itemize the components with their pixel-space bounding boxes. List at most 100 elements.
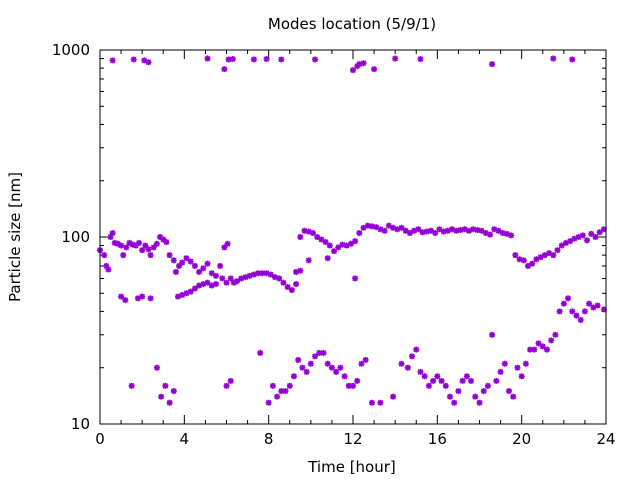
data-point (444, 227, 451, 234)
data-point (142, 242, 149, 249)
data-point (398, 224, 405, 231)
y-tick-label: 10 (71, 415, 90, 433)
data-point (305, 228, 312, 235)
data-point (368, 399, 375, 406)
data-point (392, 55, 399, 62)
data-point (278, 56, 285, 63)
data-point (324, 360, 331, 367)
data-point (577, 316, 584, 323)
data-point (200, 265, 207, 272)
data-point (333, 368, 340, 375)
data-point (312, 353, 319, 360)
data-point (196, 282, 203, 289)
data-point (417, 368, 424, 375)
data-point (322, 239, 329, 246)
data-point (356, 230, 363, 237)
data-point (223, 382, 230, 389)
data-point (170, 388, 177, 395)
data-point (153, 240, 160, 247)
data-point (377, 399, 384, 406)
data-point (114, 240, 121, 247)
data-point (567, 238, 574, 245)
data-point (335, 244, 342, 251)
data-point (520, 257, 527, 264)
data-point (600, 226, 607, 233)
data-point (484, 382, 491, 389)
data-point (592, 234, 599, 240)
data-point (217, 262, 224, 269)
data-point (103, 262, 110, 269)
data-point (303, 368, 310, 375)
data-point (590, 304, 597, 311)
data-point (227, 275, 234, 282)
data-point (246, 272, 253, 279)
data-point (163, 239, 170, 246)
y-tick-label: 1000 (52, 41, 90, 59)
data-point (512, 252, 519, 259)
data-point (453, 227, 460, 234)
data-point (449, 226, 456, 233)
data-point (204, 260, 211, 267)
data-point (132, 242, 139, 249)
data-point (527, 346, 534, 353)
data-point (126, 239, 133, 246)
data-point (381, 227, 388, 234)
data-point (573, 312, 580, 319)
data-point (280, 279, 287, 286)
data-point (360, 224, 367, 231)
data-point (337, 364, 344, 371)
data-point (562, 239, 569, 246)
data-point (175, 293, 182, 300)
data-point (581, 308, 588, 315)
data-point (227, 377, 234, 384)
data-point (234, 278, 241, 285)
data-point (288, 287, 295, 294)
data-point (442, 382, 449, 389)
data-point (533, 256, 540, 263)
data-point (499, 230, 506, 237)
data-point (297, 234, 304, 240)
data-point (326, 242, 333, 249)
data-point (588, 230, 595, 237)
y-tick-label: 100 (61, 228, 90, 246)
data-point (518, 373, 525, 380)
data-point (183, 255, 190, 262)
data-point (556, 308, 563, 315)
data-point (224, 240, 231, 247)
data-point (354, 377, 361, 384)
x-tick-label: 4 (180, 430, 190, 448)
data-point (250, 56, 257, 63)
data-point (529, 260, 536, 267)
data-point (259, 270, 266, 277)
data-point (153, 364, 160, 371)
data-point (339, 241, 346, 248)
data-point (571, 235, 578, 242)
data-point (495, 227, 502, 234)
data-point (438, 377, 445, 384)
x-tick-label: 0 (95, 430, 105, 448)
data-point (371, 66, 378, 73)
data-point (230, 279, 237, 286)
data-point (331, 248, 338, 255)
data-point (295, 356, 302, 363)
data-point (514, 364, 521, 371)
data-point (118, 293, 125, 300)
data-point (430, 377, 437, 384)
data-point (305, 257, 312, 264)
data-point (394, 226, 401, 233)
data-point (219, 275, 226, 282)
data-point (565, 295, 572, 302)
data-point (139, 247, 146, 254)
data-point (208, 282, 215, 289)
data-point (274, 393, 281, 400)
data-point (554, 247, 561, 254)
data-point (428, 227, 435, 234)
data-point (109, 230, 116, 237)
data-point (129, 241, 136, 248)
x-tick-label: 20 (512, 430, 531, 448)
data-point (463, 373, 470, 380)
data-point (136, 239, 143, 246)
data-point (225, 56, 232, 63)
data-point (569, 308, 576, 315)
